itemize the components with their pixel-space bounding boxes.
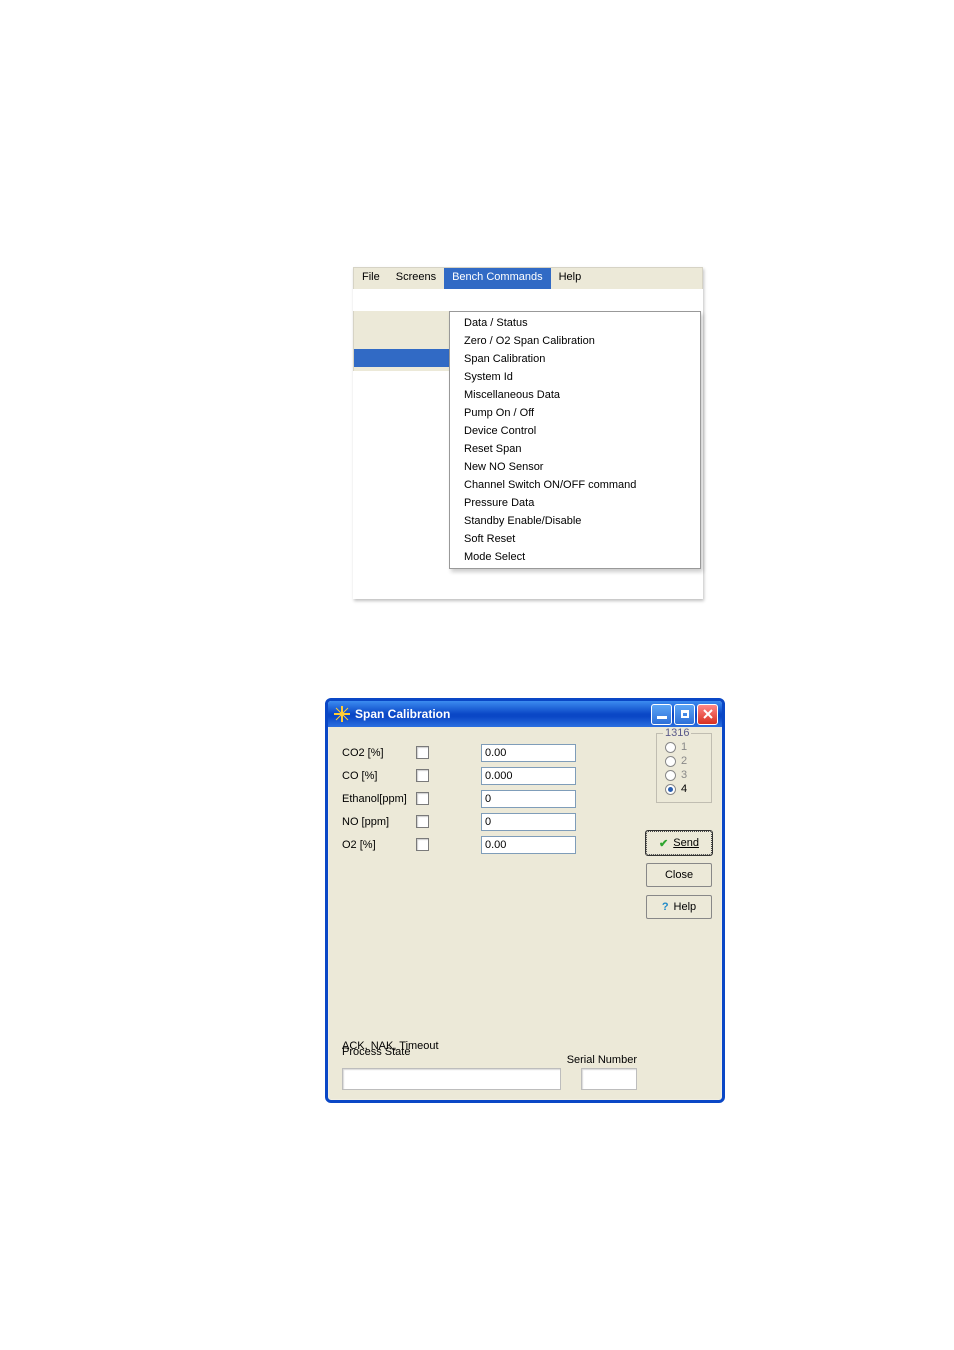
radio-3-row[interactable]: 3 [665,768,705,782]
radio-1-row[interactable]: 1 [665,740,705,754]
radio-3[interactable] [665,770,676,781]
group-1316: 1316 1 2 3 4 [656,733,712,803]
co2-label: CO2 [%] [342,747,416,759]
check-icon: ✔ [659,837,668,850]
group-legend: 1316 [663,727,691,739]
window-title: Span Calibration [355,707,450,721]
footer: ACK, NAK, Timeout Serial Number [342,1040,637,1090]
close-button[interactable] [697,704,718,725]
no-input[interactable] [481,813,576,831]
close-dialog-button[interactable]: Close [646,863,712,887]
menubar: File Screens Bench Commands Help [353,267,703,289]
client-area: CO2 [%] CO [%] Ethanol[ppm] NO [ppm] O2 … [328,727,722,1100]
radio-3-label: 3 [681,769,687,781]
dropdown-item[interactable]: New NO Sensor [450,458,700,476]
ack-label: ACK, NAK, Timeout [342,1040,637,1052]
menu-screenshot: File Screens Bench Commands Help Data / … [353,267,703,599]
minimize-button[interactable] [651,704,672,725]
no-checkbox[interactable] [416,815,429,828]
radio-2-row[interactable]: 2 [665,754,705,768]
menu-screens[interactable]: Screens [388,268,444,289]
dropdown-item[interactable]: Zero / O2 Span Calibration [450,332,700,350]
radio-1-label: 1 [681,741,687,753]
dropdown-item[interactable]: Reset Span [450,440,700,458]
dropdown-item[interactable]: Miscellaneous Data [450,386,700,404]
radio-4[interactable] [665,784,676,795]
o2-input[interactable] [481,836,576,854]
co2-checkbox[interactable] [416,746,429,759]
span-calibration-window: Span Calibration CO2 [%] CO [%] Ethanol[… [325,698,725,1103]
bench-commands-dropdown: Data / Status Zero / O2 Span Calibration… [449,311,701,569]
ethanol-label: Ethanol[ppm] [342,793,416,805]
radio-4-row[interactable]: 4 [665,782,705,796]
co-label: CO [%] [342,770,416,782]
left-strip-highlight [354,349,450,367]
titlebar[interactable]: Span Calibration [328,701,722,727]
send-label: Send [673,837,699,849]
maximize-button[interactable] [674,704,695,725]
no-label: NO [ppm] [342,816,416,828]
serial-number-label: Serial Number [567,1054,637,1066]
radio-2[interactable] [665,756,676,767]
o2-label: O2 [%] [342,839,416,851]
menu-help[interactable]: Help [551,268,590,289]
dropdown-item[interactable]: Span Calibration [450,350,700,368]
menu-file[interactable]: File [354,268,388,289]
help-icon: ? [662,901,669,913]
radio-1[interactable] [665,742,676,753]
serial-number-field [581,1068,637,1090]
ethanol-checkbox[interactable] [416,792,429,805]
ack-field [342,1068,561,1090]
dropdown-item[interactable]: Pump On / Off [450,404,700,422]
dropdown-item[interactable]: Mode Select [450,548,700,566]
help-button[interactable]: ? Help [646,895,712,919]
button-stack: ✔ Send Close ? Help [646,823,712,919]
co-checkbox[interactable] [416,769,429,782]
radio-4-label: 4 [681,783,687,795]
help-label: Help [674,901,697,913]
co-input[interactable] [481,767,576,785]
dropdown-item[interactable]: System Id [450,368,700,386]
ethanol-input[interactable] [481,790,576,808]
left-strip [353,311,449,371]
dropdown-item[interactable]: Data / Status [450,314,700,332]
app-icon [334,706,350,722]
send-button[interactable]: ✔ Send [646,831,712,855]
close-label: Close [665,869,693,881]
radio-2-label: 2 [681,755,687,767]
dropdown-item[interactable]: Channel Switch ON/OFF command [450,476,700,494]
dropdown-item[interactable]: Soft Reset [450,530,700,548]
dropdown-item[interactable]: Standby Enable/Disable [450,512,700,530]
menu-bench-commands[interactable]: Bench Commands [444,268,551,289]
o2-checkbox[interactable] [416,838,429,851]
dropdown-item[interactable]: Device Control [450,422,700,440]
co2-input[interactable] [481,744,576,762]
dropdown-item[interactable]: Pressure Data [450,494,700,512]
